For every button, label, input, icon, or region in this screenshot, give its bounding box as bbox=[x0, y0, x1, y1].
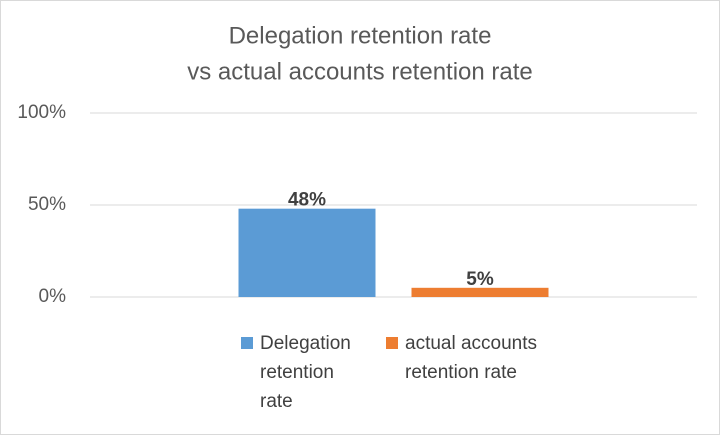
y-tick-label: 100% bbox=[17, 102, 66, 123]
chart-title: vs actual accounts retention rate bbox=[187, 58, 533, 85]
chart-title: Delegation retention rate bbox=[229, 22, 492, 49]
legend-swatch bbox=[386, 337, 398, 349]
data-label: 5% bbox=[466, 269, 494, 290]
data-label: 48% bbox=[288, 190, 326, 211]
bar bbox=[411, 287, 549, 297]
legend-swatch bbox=[241, 337, 253, 349]
legend-label: actual accounts retention rate bbox=[405, 333, 538, 383]
y-tick-label: 50% bbox=[28, 194, 66, 215]
bar bbox=[238, 208, 376, 297]
y-tick-label: 0% bbox=[39, 286, 67, 307]
legend-label: Delegation retention rate bbox=[260, 333, 351, 412]
